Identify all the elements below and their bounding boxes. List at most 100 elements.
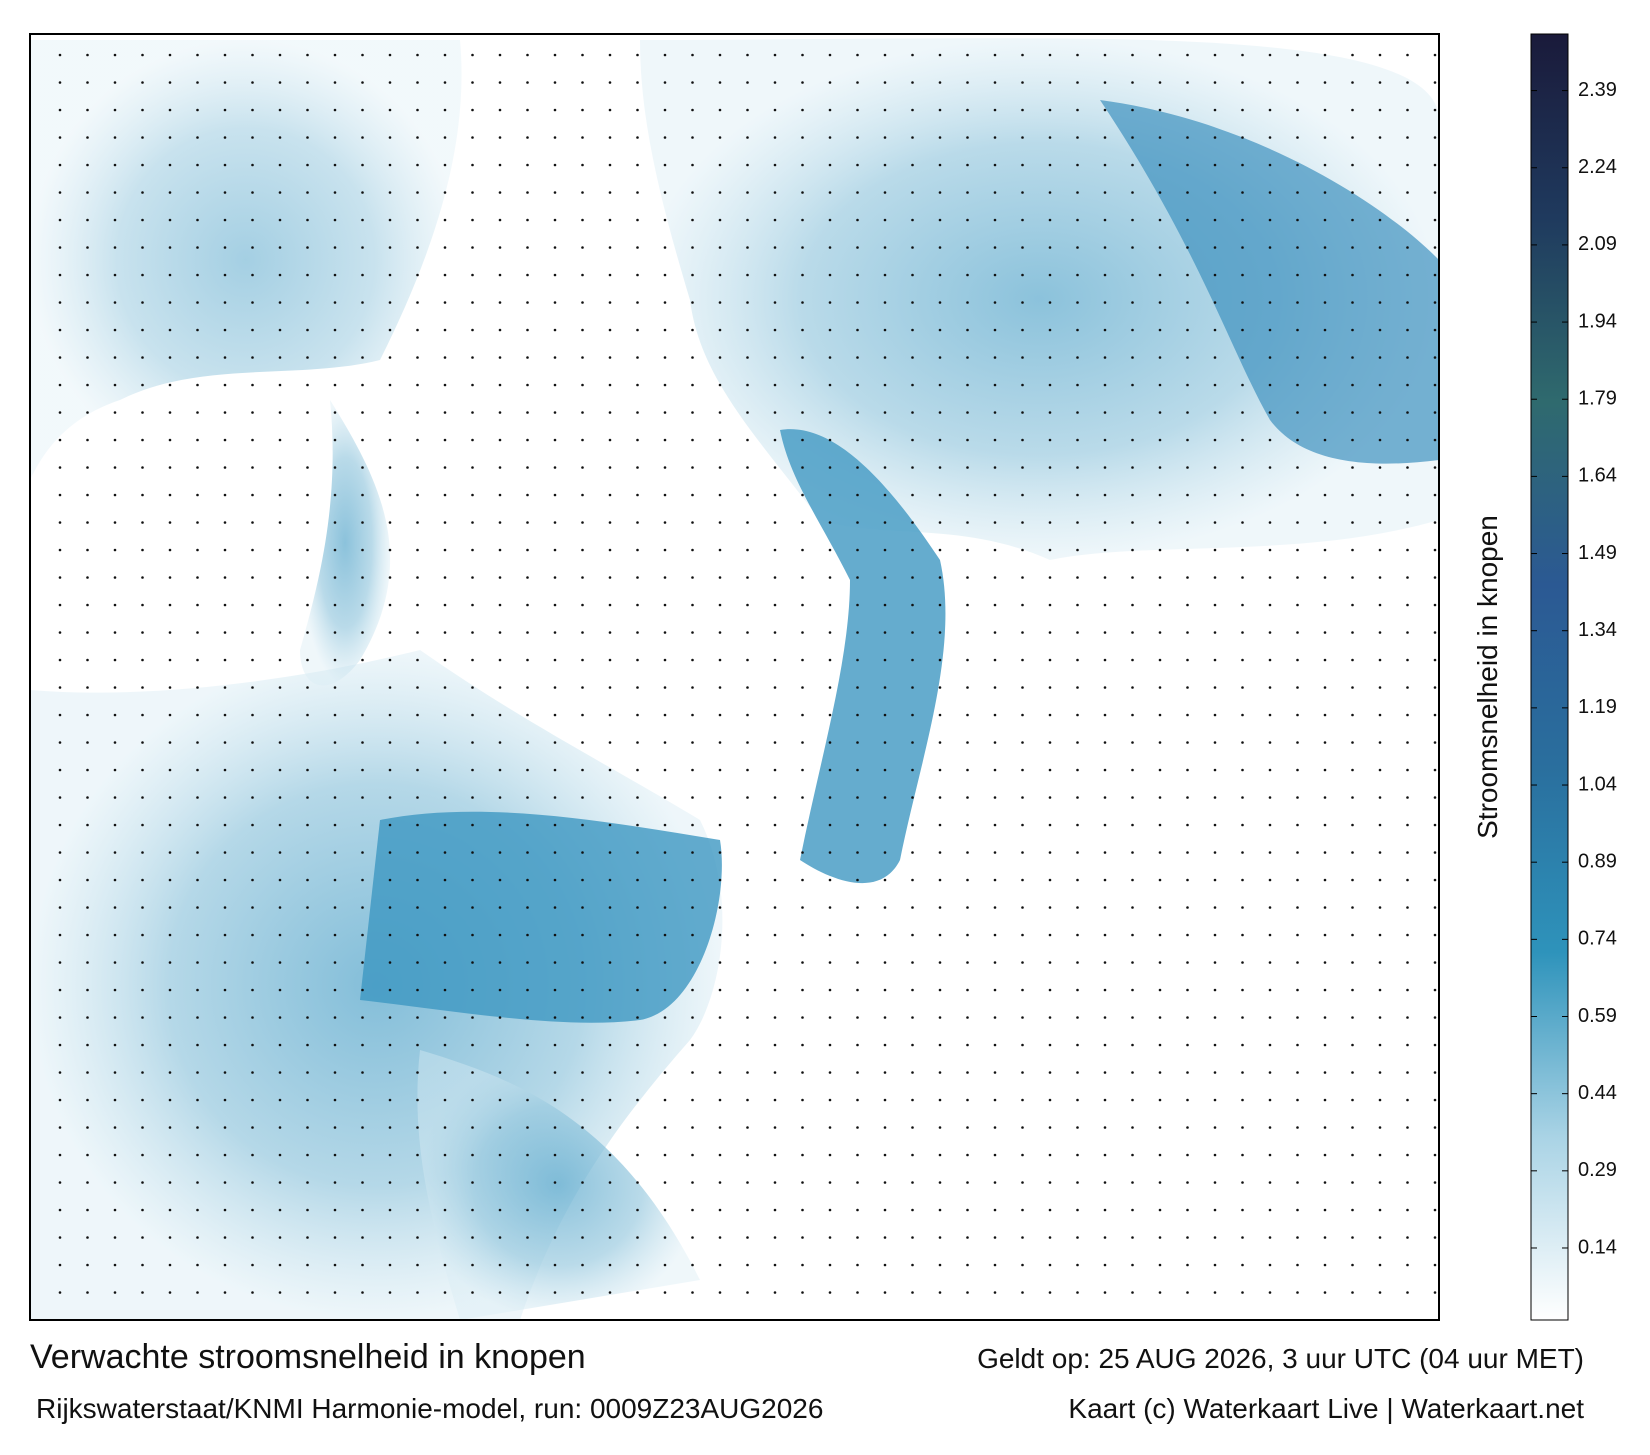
grid-dot: [443, 53, 447, 57]
grid-dot: [911, 796, 914, 799]
grid-dot: [388, 713, 392, 717]
grid-dot: [1378, 548, 1382, 552]
grid-dot: [196, 961, 199, 964]
grid-dot: [333, 136, 337, 139]
grid-dot: [938, 741, 942, 744]
grid-dot: [168, 1208, 172, 1212]
grid-dot: [196, 1208, 199, 1212]
grid-dot: [553, 466, 557, 469]
grid-dot: [663, 851, 667, 854]
grid-dot: [1241, 1071, 1244, 1074]
grid-dot: [1158, 466, 1162, 469]
grid-dot: [251, 713, 254, 717]
grid-dot: [636, 1071, 639, 1074]
grid-dot: [1213, 878, 1217, 882]
grid-dot: [141, 713, 144, 717]
grid-dot: [828, 1263, 832, 1267]
grid-dot: [1323, 878, 1327, 882]
grid-dot: [636, 933, 639, 937]
grid-dot: [718, 273, 722, 277]
grid-dot: [746, 466, 749, 469]
grid-dot: [223, 686, 227, 689]
grid-dot: [1131, 328, 1134, 332]
grid-dot: [1268, 1291, 1272, 1294]
grid-dot: [691, 301, 694, 304]
grid-dot: [1323, 328, 1327, 332]
grid-dot: [1103, 411, 1107, 414]
grid-dot: [223, 851, 227, 854]
grid-dot: [361, 1236, 364, 1239]
grid-dot: [278, 521, 282, 524]
grid-dot: [1406, 906, 1409, 909]
grid-dot: [333, 1098, 337, 1102]
grid-dot: [801, 1291, 804, 1294]
grid-dot: [1351, 1236, 1354, 1239]
grid-dot: [196, 1291, 199, 1294]
grid-dot: [141, 1236, 144, 1239]
grid-dot: [1433, 1181, 1437, 1184]
grid-dot: [251, 411, 254, 414]
grid-dot: [251, 218, 254, 222]
grid-dot: [553, 1016, 557, 1019]
grid-dot: [1103, 218, 1107, 222]
grid-dot: [663, 108, 667, 112]
grid-dot: [1048, 301, 1052, 304]
grid-dot: [1323, 1098, 1327, 1102]
grid-dot: [526, 1126, 529, 1129]
grid-dot: [1021, 906, 1024, 909]
grid-dot: [526, 273, 529, 277]
grid-dot: [196, 246, 199, 249]
grid-dot: [1186, 631, 1189, 634]
grid-dot: [1158, 603, 1162, 607]
grid-dot: [113, 631, 117, 634]
grid-dot: [1378, 218, 1382, 222]
grid-dot: [1351, 851, 1354, 854]
grid-dot: [58, 1153, 62, 1157]
grid-dot: [1186, 493, 1189, 497]
grid-dot: [1241, 1098, 1244, 1102]
grid-dot: [856, 1236, 859, 1239]
grid-dot: [911, 576, 914, 579]
grid-dot: [196, 1071, 199, 1074]
grid-dot: [801, 163, 804, 167]
grid-dot: [141, 548, 144, 552]
grid-dot: [1296, 163, 1299, 167]
grid-dot: [1021, 1263, 1024, 1267]
grid-dot: [361, 851, 364, 854]
grid-dot: [1378, 81, 1382, 84]
grid-dot: [911, 631, 914, 634]
grid-dot: [608, 218, 612, 222]
grid-dot: [856, 988, 859, 992]
grid-dot: [58, 191, 62, 194]
grid-dot: [1241, 521, 1244, 524]
grid-dot: [388, 466, 392, 469]
grid-dot: [801, 521, 804, 524]
grid-dot: [388, 273, 392, 277]
grid-dot: [1131, 906, 1134, 909]
grid-dot: [801, 493, 804, 497]
grid-dot: [553, 1236, 557, 1239]
grid-dot: [388, 1263, 392, 1267]
grid-dot: [306, 246, 309, 249]
grid-dot: [1076, 81, 1079, 84]
grid-dot: [1296, 603, 1299, 607]
grid-dot: [333, 603, 337, 607]
grid-dot: [361, 438, 364, 442]
grid-dot: [306, 438, 309, 442]
grid-dot: [883, 823, 887, 827]
grid-dot: [883, 1153, 887, 1157]
grid-dot: [636, 1291, 639, 1294]
grid-dot: [911, 1098, 914, 1102]
grid-dot: [306, 301, 309, 304]
grid-dot: [86, 218, 89, 222]
grid-dot: [443, 356, 447, 359]
grid-dot: [333, 686, 337, 689]
grid-dot: [141, 438, 144, 442]
grid-dot: [526, 1263, 529, 1267]
grid-dot: [1351, 686, 1354, 689]
grid-dot: [1268, 1071, 1272, 1074]
grid-dot: [1296, 383, 1299, 387]
grid-dot: [1433, 493, 1437, 497]
grid-dot: [361, 466, 364, 469]
